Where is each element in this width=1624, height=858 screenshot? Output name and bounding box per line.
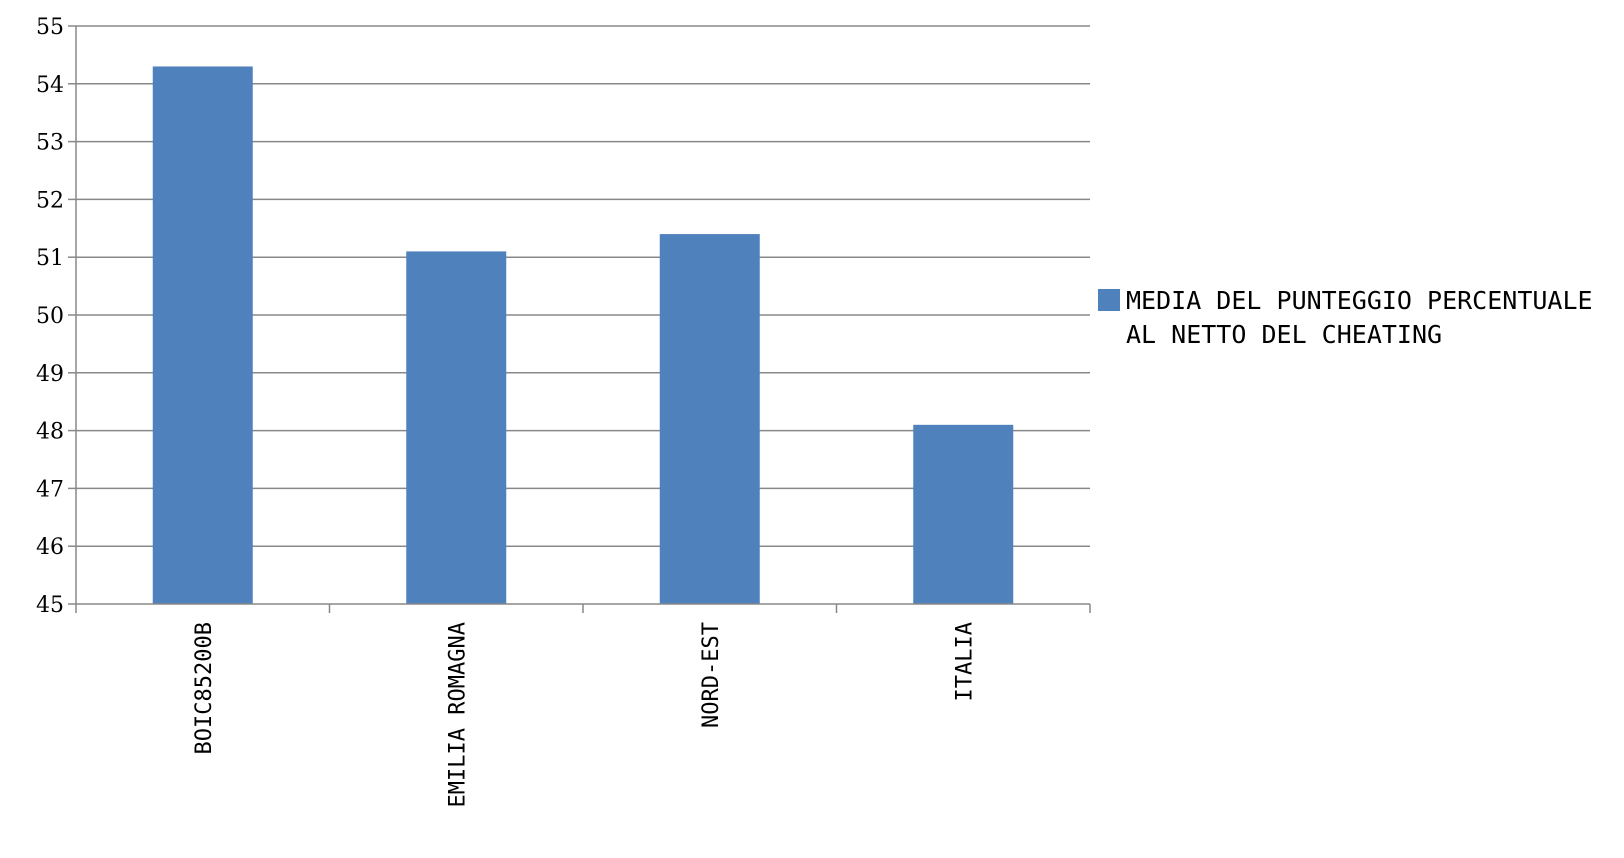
y-tick-label: 50 (36, 304, 64, 329)
axes (68, 25, 1091, 613)
legend: MEDIA DEL PUNTEGGIO PERCENTUALE AL NETTO… (1098, 284, 1618, 352)
category-label: ITALIA (952, 622, 977, 701)
y-tick-label: 45 (36, 593, 64, 618)
category-labels: BOIC85200B EMILIA ROMAGNA NORD-EST ITALIA (192, 622, 978, 807)
y-tick-label: 55 (36, 15, 64, 40)
category-label: NORD-EST (699, 622, 724, 728)
y-tick-label: 49 (36, 362, 64, 387)
category-label: BOIC85200B (192, 622, 217, 754)
y-tick-label: 51 (36, 246, 64, 271)
bars (152, 66, 1014, 605)
legend-series-label: MEDIA DEL PUNTEGGIO PERCENTUALE AL NETTO… (1126, 286, 1623, 349)
legend-swatch (1098, 289, 1120, 311)
bar (406, 251, 507, 605)
category-label: EMILIA ROMAGNA (445, 622, 470, 807)
y-tick-label: 48 (36, 420, 64, 445)
y-tick-label: 52 (36, 188, 64, 213)
y-tick-labels: 45 46 47 48 49 50 51 52 53 54 55 (36, 15, 64, 618)
y-tick-label: 53 (36, 131, 64, 156)
bar (152, 66, 253, 604)
y-tick-label: 46 (36, 535, 64, 560)
y-tick-label: 54 (36, 73, 64, 98)
y-tick-label: 47 (36, 477, 64, 502)
bar (913, 424, 1014, 604)
bar (659, 234, 760, 604)
